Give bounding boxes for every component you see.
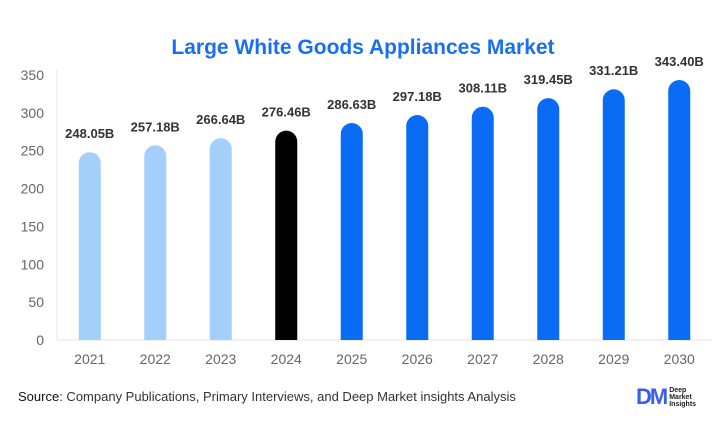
source-text: : Company Publications, Primary Intervie… (59, 389, 516, 404)
x-tick-label: 2023 (205, 351, 236, 367)
y-tick-label: 50 (28, 294, 44, 310)
data-label: 257.18B (131, 119, 180, 134)
data-label: 248.05B (65, 126, 114, 141)
x-tick-label: 2029 (598, 351, 629, 367)
y-tick-label: 300 (21, 105, 45, 121)
source-note: Source: Company Publications, Primary In… (18, 389, 516, 404)
source-label: Source (18, 389, 60, 404)
logo-mark: DM (636, 384, 668, 409)
bar-2022 (144, 145, 167, 340)
data-label: 286.63B (327, 97, 376, 112)
x-tick-label: 2028 (533, 351, 564, 367)
data-label: 276.46B (262, 105, 311, 120)
logo-text: Deep Market Insights (669, 386, 697, 408)
bar-2024 (275, 130, 298, 340)
bar-2030 (668, 79, 691, 340)
bar-2023 (209, 138, 232, 340)
y-tick-label: 150 (21, 218, 45, 234)
y-tick-label: 250 (21, 143, 45, 159)
x-tick-label: 2026 (402, 351, 433, 367)
bar-2025 (340, 122, 363, 341)
bar-2027 (471, 106, 494, 340)
bar-2029 (602, 89, 625, 340)
data-label: 266.64B (196, 112, 245, 127)
bar-2028 (537, 98, 560, 340)
x-tick-label: 2025 (336, 351, 367, 367)
data-label: 343.40B (655, 54, 704, 69)
y-tick-label: 200 (21, 181, 45, 197)
x-tick-label: 2022 (140, 351, 171, 367)
data-label: 319.45B (524, 72, 573, 87)
bar-2026 (406, 114, 429, 340)
bar-2021 (78, 152, 101, 340)
x-tick-label: 2027 (467, 351, 498, 367)
data-label: 297.18B (393, 89, 442, 104)
data-label: 308.11B (459, 81, 507, 96)
x-tick-label: 2024 (271, 351, 302, 367)
x-tick-label: 2021 (74, 351, 105, 367)
data-label: 331.21B (589, 63, 638, 78)
chart-title: Large White Goods Appliances Market (171, 36, 555, 59)
y-tick-label: 350 (21, 67, 45, 83)
y-tick-label: 0 (36, 332, 44, 348)
y-tick-label: 100 (21, 256, 45, 272)
bar-chart: 0 50 100 150 200 250 300 350 248.05B 2021 257.18B 2… (21, 54, 712, 367)
company-logo: DM Deep Market Insights (636, 384, 696, 410)
x-tick-label: 2030 (664, 351, 695, 367)
